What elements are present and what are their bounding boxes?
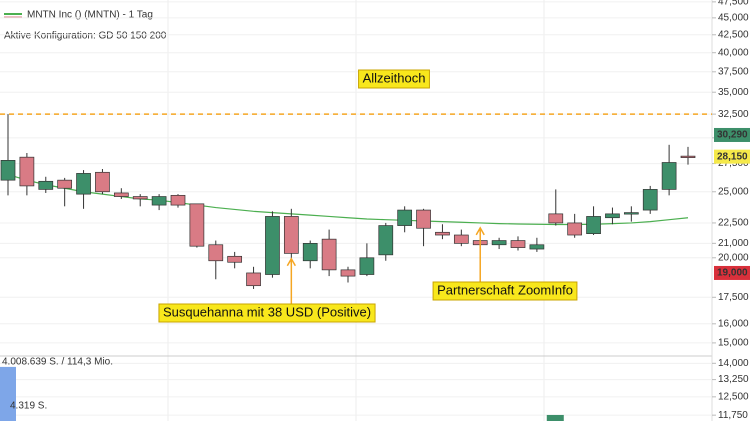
candle-body [680, 155, 696, 158]
annotation: Partnerschaft ZoomInfo [437, 282, 573, 297]
vertical-grid [167, 0, 545, 421]
y-tick-label: 16,000 [718, 318, 749, 329]
y-tick-label: 12,500 [718, 391, 749, 402]
candle-body [435, 231, 450, 236]
candle-body [95, 171, 110, 193]
y-tick-label: 40,000 [718, 47, 749, 58]
annotation-box [432, 281, 578, 301]
annotation-box [158, 303, 376, 323]
candle-body [283, 216, 299, 254]
candle-body [265, 216, 280, 275]
y-tick-label: 11,750 [718, 410, 748, 421]
candle-body [586, 216, 601, 234]
volume-label: 4.008.639 S. / 114,3 Mio. [2, 357, 113, 368]
candle-body [416, 209, 431, 229]
candle-body [605, 213, 620, 219]
y-tick-label: 25,000 [718, 186, 749, 197]
price-label: 30,290 [717, 130, 748, 141]
y-tick-label: 22,500 [718, 218, 749, 229]
candle-body [623, 212, 639, 215]
candle-body [151, 196, 167, 206]
candle-body [567, 222, 583, 236]
candle-body [642, 189, 658, 211]
candle-body [132, 196, 148, 200]
price-label-box [714, 265, 750, 280]
candle-body [661, 162, 677, 190]
candle-body [246, 272, 261, 287]
y-tick-label: 13,250 [718, 374, 749, 385]
candle-body [76, 173, 91, 195]
y-tick-label: 21,000 [718, 238, 749, 249]
candle-body [38, 180, 54, 190]
candle-body [397, 209, 413, 226]
y-tick-label: 14,000 [718, 358, 749, 369]
chart-subtitle: Aktive Konfiguration: GD 50 150 200 [4, 31, 167, 42]
candle-body [378, 225, 394, 256]
y-tick-label: 32,500 [718, 109, 749, 120]
y-tick-label: 20,000 [718, 252, 749, 263]
candle-body [529, 244, 545, 250]
annotation-box [358, 69, 430, 89]
candle-body [510, 240, 526, 248]
arrow-head [286, 257, 296, 267]
candle-body [491, 240, 507, 246]
arrow-head [475, 226, 485, 236]
candle-body [19, 156, 35, 187]
candle-body [340, 269, 356, 277]
candle-body [302, 243, 318, 262]
y-tick-label: 27,500 [718, 158, 749, 169]
candle-body [170, 194, 186, 206]
volume-bar [0, 366, 16, 421]
y-tick-label: 47,500 [718, 0, 749, 8]
candle-body [208, 244, 224, 262]
annotation: Allzeithoch [363, 70, 426, 85]
price-label-box [714, 149, 750, 164]
y-tick-label: 17,500 [718, 292, 749, 303]
volume-bar [546, 414, 564, 421]
price-label: 28,150 [717, 151, 748, 162]
candle-body [453, 234, 469, 244]
candle-body [548, 213, 564, 224]
volume-label: 4.319 S. [10, 401, 47, 412]
candle-body [359, 257, 375, 275]
chart-title: MNTN Inc () (MNTN) - 1 Tag [27, 10, 153, 21]
y-tick-label: 45,000 [718, 13, 749, 24]
candle-body [57, 179, 73, 189]
candle-body [0, 160, 16, 181]
candle-body [113, 192, 129, 197]
candle-body [321, 238, 337, 271]
annotation: Susquehanna mit 38 USD (Positive) [163, 304, 371, 319]
y-tick-label: 37,500 [718, 66, 749, 77]
y-tick-label: 35,000 [718, 87, 749, 98]
price-label-box [714, 127, 750, 142]
y-tick-label: 42,500 [718, 29, 749, 40]
candle-body [189, 203, 205, 247]
y-tick-label: 15,000 [718, 338, 749, 349]
price-label: 19,000 [717, 268, 748, 279]
candle-body [227, 255, 243, 263]
